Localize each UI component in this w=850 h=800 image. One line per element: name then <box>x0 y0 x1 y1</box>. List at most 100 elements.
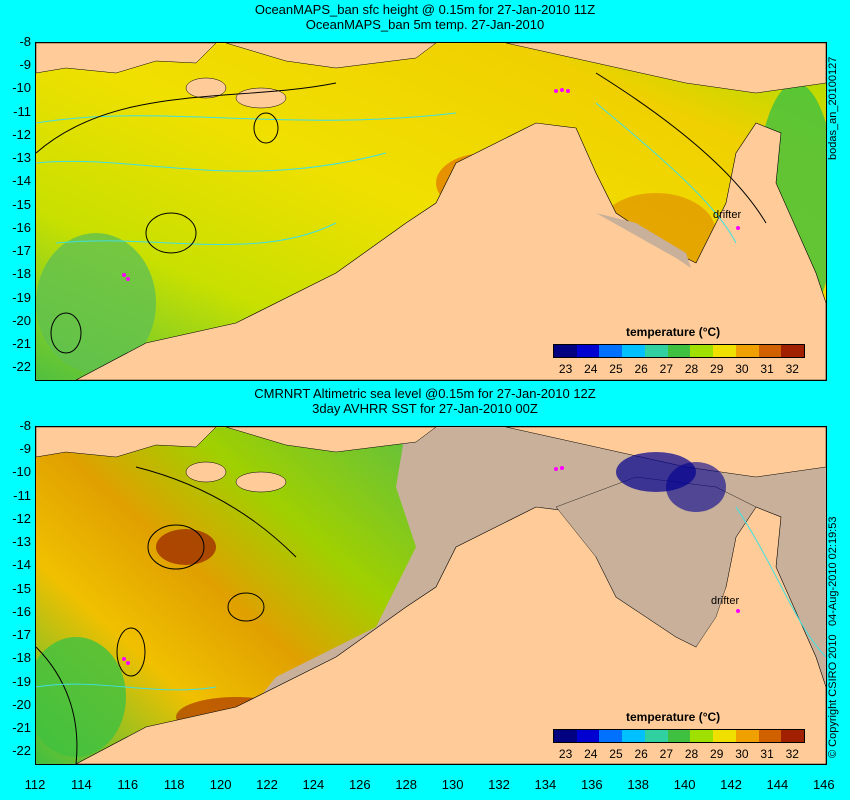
y-tick-label: -10 <box>12 464 31 480</box>
colorbar-swatch <box>713 345 736 357</box>
colorbar-swatch <box>554 345 577 357</box>
x-tick-label: 124 <box>302 777 325 792</box>
y-tick-label: -11 <box>13 103 31 119</box>
colorbar-swatch <box>576 345 600 357</box>
colorbar-tick-label: 25 <box>609 747 623 761</box>
x-tick-label: 128 <box>395 777 418 792</box>
colorbar-swatch <box>622 730 645 742</box>
y-tick-label: -16 <box>12 603 31 619</box>
x-tick-label: 130 <box>441 777 464 792</box>
panel2-colorbar-ticks: 23 24 25 26 27 28 29 30 31 32 <box>553 747 805 761</box>
y-tick-label: -11 <box>13 487 31 503</box>
x-tick-label: 138 <box>627 777 650 792</box>
x-tick-label: 136 <box>580 777 603 792</box>
colorbar-swatch <box>554 730 577 742</box>
panel1-map <box>35 42 827 381</box>
x-tick-label: 114 <box>71 777 92 792</box>
panel2-title-2: 3day AVHRR SST for 27-Jan-2010 00Z <box>312 401 538 416</box>
copyright-label: © Copyright CSIRO 2010 <box>827 634 839 758</box>
y-tick-label: -21 <box>12 336 31 352</box>
panel2-title-1: CMRNRT Altimetric sea level @0.15m for 2… <box>254 386 596 401</box>
panel2-side-label: 04-Aug-2010 02:19:53 <box>827 516 839 626</box>
x-tick-label: 122 <box>256 777 278 792</box>
x-tick-label: 116 <box>117 777 139 792</box>
y-tick-label: -8 <box>19 418 31 433</box>
panel1-colorbar-ticks: 23 24 25 26 27 28 29 30 31 32 <box>553 362 805 376</box>
panel2-drifter-label: drifter <box>711 595 740 607</box>
x-tick-label: 146 <box>812 777 835 792</box>
y-tick-label: -19 <box>12 673 31 689</box>
y-tick-label: -18 <box>12 650 31 666</box>
y-tick-label: -20 <box>12 312 31 328</box>
colorbar-tick-label: 32 <box>785 362 799 376</box>
y-tick-label: -13 <box>12 534 31 550</box>
y-tick-label: -19 <box>12 289 31 305</box>
panel1-colorbar <box>553 344 805 358</box>
colorbar-swatch <box>735 730 759 742</box>
y-tick-label: -10 <box>12 80 31 96</box>
colorbar-swatch <box>599 345 623 357</box>
y-tick-label: -15 <box>12 196 31 212</box>
x-tick-label: 134 <box>534 777 557 792</box>
y-tick-label: -12 <box>12 510 31 526</box>
colorbar-tick-label: 29 <box>710 362 724 376</box>
y-tick-label: -15 <box>12 580 31 596</box>
panel2-colorbar-title: temperature (°C) <box>626 710 721 724</box>
colorbar-swatch <box>713 730 736 742</box>
panel2-colorbar <box>553 729 805 743</box>
y-tick-label: -14 <box>12 557 31 573</box>
x-tick-label: 140 <box>673 777 696 792</box>
y-tick-label: -13 <box>12 150 31 166</box>
y-tick-label: -8 <box>19 34 31 49</box>
panel1-colorbar-title: temperature (°C) <box>626 325 721 339</box>
x-tick-label: 126 <box>348 777 371 792</box>
y-tick-label: -9 <box>19 441 31 457</box>
y-tick-label: -12 <box>12 126 31 142</box>
colorbar-swatch <box>758 730 782 742</box>
y-tick-label: -17 <box>12 627 31 643</box>
colorbar-swatch <box>622 345 645 357</box>
colorbar-tick-label: 31 <box>760 747 774 761</box>
y-tick-label: -9 <box>19 57 31 73</box>
colorbar-tick-label: 28 <box>684 747 699 761</box>
colorbar-tick-label: 29 <box>710 747 724 761</box>
y-tick-label: -16 <box>12 219 31 235</box>
colorbar-swatch <box>644 345 668 357</box>
panel1-title-2: OceanMAPS_ban 5m temp. 27-Jan-2010 <box>305 17 545 32</box>
colorbar-swatch <box>667 730 691 742</box>
panel1-title-1: OceanMAPS_ban sfc height @ 0.15m for 27-… <box>254 2 596 17</box>
colorbar-tick-label: 27 <box>659 747 674 761</box>
colorbar-swatch <box>576 730 600 742</box>
colorbar-swatch <box>667 345 691 357</box>
y-tick-label: -21 <box>12 720 31 736</box>
colorbar-tick-label: 23 <box>558 362 573 376</box>
panel1-drifter-label: drifter <box>713 209 742 221</box>
colorbar-tick-label: 24 <box>584 747 598 761</box>
colorbar-tick-label: 26 <box>634 362 648 376</box>
colorbar-tick-label: 27 <box>659 362 674 376</box>
y-tick-label: -14 <box>12 173 31 189</box>
y-tick-label: -22 <box>12 743 31 759</box>
colorbar-tick-label: 28 <box>684 362 699 376</box>
x-tick-label: 112 <box>24 777 46 792</box>
x-tick-label: 118 <box>163 777 185 792</box>
colorbar-swatch <box>781 730 805 742</box>
x-tick-label: 144 <box>766 777 789 792</box>
x-tick-label: 132 <box>488 777 510 792</box>
colorbar-swatch <box>781 345 805 357</box>
colorbar-tick-label: 30 <box>735 362 749 376</box>
colorbar-tick-label: 24 <box>584 362 598 376</box>
colorbar-tick-label: 32 <box>785 747 799 761</box>
colorbar-tick-label: 31 <box>760 362 774 376</box>
colorbar-swatch <box>735 345 759 357</box>
colorbar-swatch <box>758 345 782 357</box>
y-tick-label: -18 <box>12 266 31 282</box>
y-tick-label: -17 <box>12 243 31 259</box>
colorbar-tick-label: 25 <box>609 362 623 376</box>
colorbar-swatch <box>690 345 714 357</box>
colorbar-tick-label: 30 <box>735 747 749 761</box>
colorbar-tick-label: 23 <box>558 747 573 761</box>
colorbar-swatch <box>644 730 668 742</box>
x-tick-label: 120 <box>209 777 232 792</box>
colorbar-swatch <box>599 730 623 742</box>
